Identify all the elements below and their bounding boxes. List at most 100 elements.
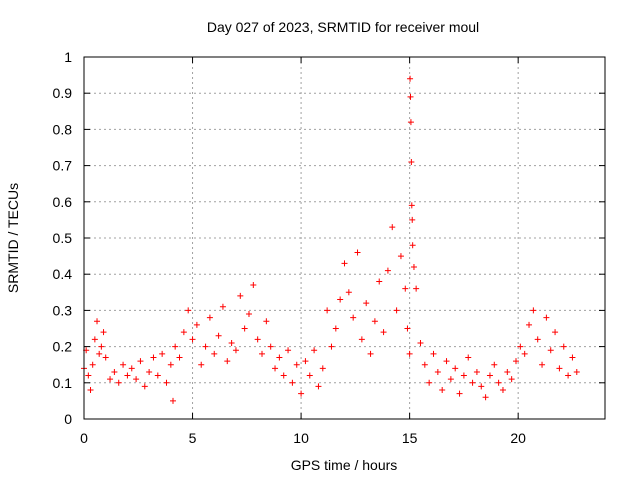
data-point [443,358,450,365]
data-point [486,372,493,379]
data-point [569,354,576,361]
data-point [263,318,270,325]
data-point [124,372,131,379]
data-point [539,361,546,368]
data-point [517,343,524,350]
data-point [547,347,554,354]
data-point [512,358,519,365]
grid-lines [84,57,605,419]
data-point [141,383,148,390]
data-point [306,372,313,379]
data-point [406,350,413,357]
data-point [254,336,261,343]
data-point [380,329,387,336]
data-point [491,361,498,368]
data-point [193,321,200,328]
data-point [371,318,378,325]
data-point [478,383,485,390]
data-point [219,303,226,310]
data-point [319,365,326,372]
y-tick-label: 0.3 [53,302,73,318]
data-point [452,365,459,372]
data-point [350,314,357,321]
data-point [410,263,417,270]
data-point [228,339,235,346]
data-point [447,376,454,383]
data-point [100,329,107,336]
data-point [421,361,428,368]
x-axis-label: GPS time / hours [291,457,398,473]
data-point [128,365,135,372]
data-point [560,343,567,350]
data-point [376,278,383,285]
data-point [508,376,515,383]
data-point [413,285,420,292]
data-point [180,329,187,336]
data-point [259,350,266,357]
data-point [224,358,231,365]
data-point [276,354,283,361]
data-point [534,336,541,343]
data-point [189,336,196,343]
data-point [154,372,161,379]
data-point [293,361,300,368]
data-point [337,296,344,303]
data-point [85,372,92,379]
data-point [211,350,218,357]
data-point [358,336,365,343]
data-point [250,282,257,289]
data-point [465,354,472,361]
x-tick-label: 15 [402,430,418,446]
data-point [389,224,396,231]
data-point [543,314,550,321]
data-point [402,285,409,292]
data-point [499,387,506,394]
y-tick-label: 0.1 [53,375,73,391]
data-point [146,368,153,375]
data-point [404,325,411,332]
data-point [417,339,424,346]
y-tick-label: 0.2 [53,339,73,355]
data-point [367,350,374,357]
data-point [215,332,222,339]
data-point [170,397,177,404]
data-point [111,368,118,375]
data-point [324,307,331,314]
x-tick-label: 10 [293,430,309,446]
data-point [107,376,114,383]
y-tick-label: 0.9 [53,85,73,101]
data-point [198,361,205,368]
data-point [91,336,98,343]
y-tick-label: 0.8 [53,121,73,137]
data-point [409,242,416,249]
data-point [332,325,339,332]
data-point [397,253,404,260]
data-point [407,119,414,126]
data-point [434,368,441,375]
y-axis-label: SRMTID / TECUs [5,183,21,293]
data-point [439,387,446,394]
data-point [469,379,476,386]
data-point [393,307,400,314]
data-point [456,390,463,397]
data-point [460,372,467,379]
data-point [237,292,244,299]
data-point [87,387,94,394]
data-point [408,202,415,209]
data-point [552,329,559,336]
x-tick-label: 20 [510,430,526,446]
axis-ticks: 00.10.20.30.40.50.60.70.80.910 5 10 15 20 [53,49,605,446]
y-tick-label: 1 [64,49,72,65]
data-point [285,347,292,354]
data-point [137,358,144,365]
data-point [530,307,537,314]
data-point [473,368,480,375]
x-tick-label: 0 [80,430,88,446]
y-tick-label: 0.6 [53,194,73,210]
data-point [565,372,572,379]
y-tick-label: 0.7 [53,158,73,174]
data-point [102,354,109,361]
data-point [98,343,105,350]
y-tick-label: 0.5 [53,230,73,246]
